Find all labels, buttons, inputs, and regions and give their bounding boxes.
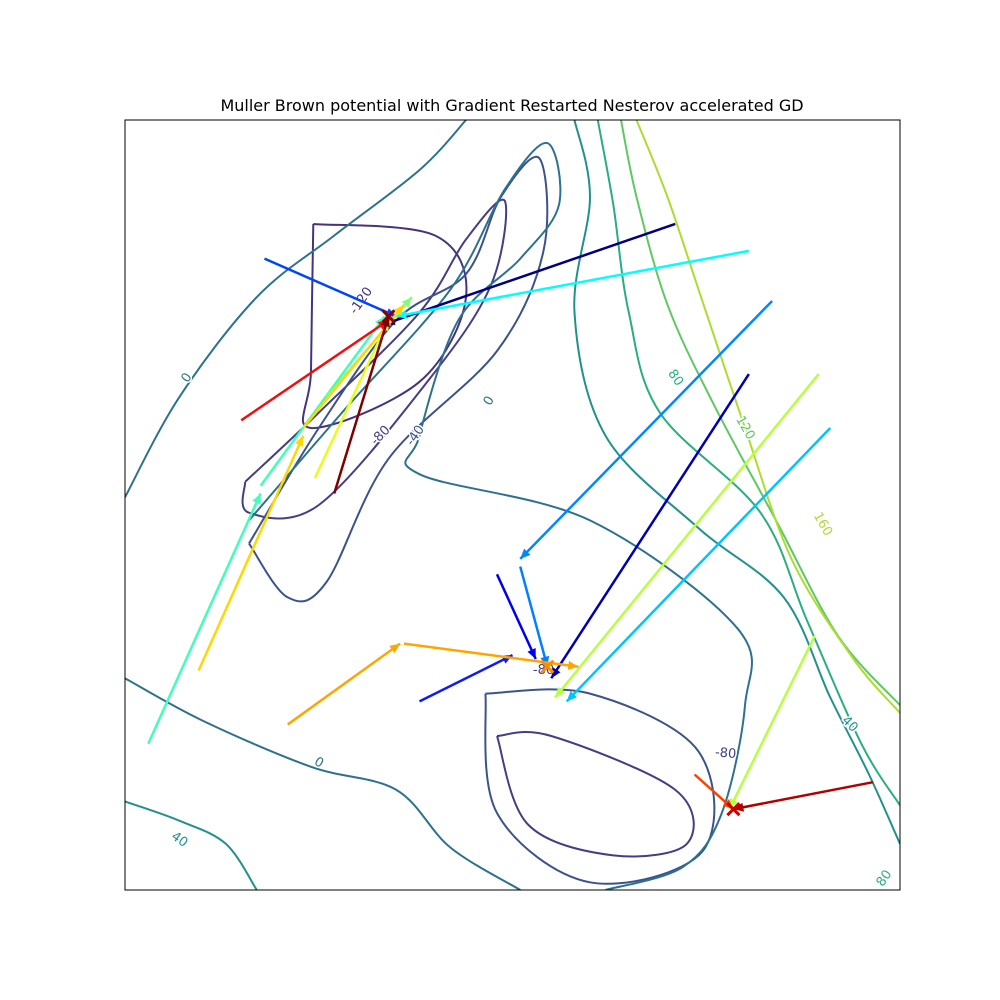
trajectory-segment — [240, 319, 390, 422]
contour-label: -80 — [714, 745, 736, 762]
trajectory-arrow — [554, 373, 820, 699]
arrow-head — [566, 691, 577, 702]
contour-lines — [125, 120, 900, 890]
trajectory-arrow — [197, 435, 305, 672]
trajectory-segment — [287, 642, 401, 726]
contour-line — [484, 688, 716, 885]
contour-line — [635, 120, 900, 714]
arrow-head — [527, 648, 536, 659]
trajectory-segment — [313, 319, 390, 479]
trajectory-segment — [396, 249, 750, 318]
trajectory-arrow — [396, 249, 750, 319]
contour-line — [248, 155, 549, 603]
marker-stroke — [540, 659, 555, 674]
arrow-head — [520, 548, 531, 559]
trajectory-arrow — [287, 642, 401, 726]
arrow-head — [389, 643, 401, 654]
minimum-marker — [381, 309, 396, 324]
contour-line — [125, 800, 258, 890]
trajectory-arrow — [733, 780, 874, 812]
contour-line — [596, 120, 900, 806]
minimum-marker — [540, 659, 555, 674]
contour-line — [125, 120, 467, 498]
trajectory-segment — [519, 300, 774, 560]
arrow-head — [295, 435, 304, 447]
contour-line — [125, 677, 521, 890]
arrow-head — [252, 493, 261, 505]
arrow-head — [394, 304, 404, 316]
trajectory-arrow — [519, 300, 774, 560]
minimum-marker — [726, 802, 741, 817]
trajectory-segment — [728, 635, 816, 810]
trajectory-segment — [418, 654, 514, 703]
trajectory-arrow — [147, 492, 262, 745]
trajectory-arrow — [550, 373, 750, 679]
trajectory-segment — [550, 373, 750, 679]
trajectory-segment — [733, 780, 874, 811]
marker-stroke — [381, 309, 396, 324]
arrow-head — [555, 686, 565, 698]
trajectory-arrow — [565, 427, 832, 703]
marker-stroke — [726, 802, 741, 817]
arrow-head — [396, 310, 407, 319]
contour-line — [496, 731, 695, 858]
trajectory-arrow — [495, 573, 537, 660]
arrow-head — [567, 660, 579, 670]
trajectory-segment — [147, 492, 262, 745]
plot-frame — [124, 119, 901, 891]
arrow-head — [551, 667, 561, 679]
chart-title: Muller Brown potential with Gradient Res… — [220, 96, 803, 115]
trajectory-segment — [197, 435, 305, 672]
arrow-head — [401, 297, 412, 308]
trajectory-segment — [384, 222, 676, 326]
trajectory-segment — [519, 566, 549, 668]
trajectory-segment — [495, 573, 537, 660]
trajectory-arrows — [147, 222, 874, 812]
trajectory-segment — [565, 427, 832, 703]
contour-line — [241, 198, 508, 520]
trajectory-segment — [263, 257, 397, 318]
trajectory-segment — [259, 315, 386, 487]
trajectory-segment — [554, 373, 820, 699]
trajectory-segment — [333, 315, 390, 494]
arrow-head — [733, 802, 745, 812]
contour-line — [248, 142, 753, 890]
minima-markers — [381, 309, 741, 817]
contour-line — [301, 223, 468, 430]
